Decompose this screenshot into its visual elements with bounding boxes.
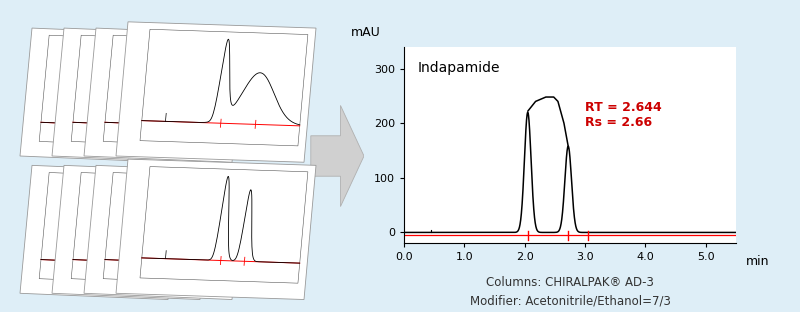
Polygon shape xyxy=(310,105,364,207)
Text: min: min xyxy=(746,255,770,268)
Text: mAU: mAU xyxy=(351,26,381,39)
Text: Modifier: Acetonitrile/Ethanol=7/3: Modifier: Acetonitrile/Ethanol=7/3 xyxy=(470,295,671,308)
Text: Columns: CHIRALPAK® AD-3: Columns: CHIRALPAK® AD-3 xyxy=(486,276,654,289)
Text: Indapamide: Indapamide xyxy=(418,61,500,75)
Text: RT = 2.644
Rs = 2.66: RT = 2.644 Rs = 2.66 xyxy=(585,101,662,129)
